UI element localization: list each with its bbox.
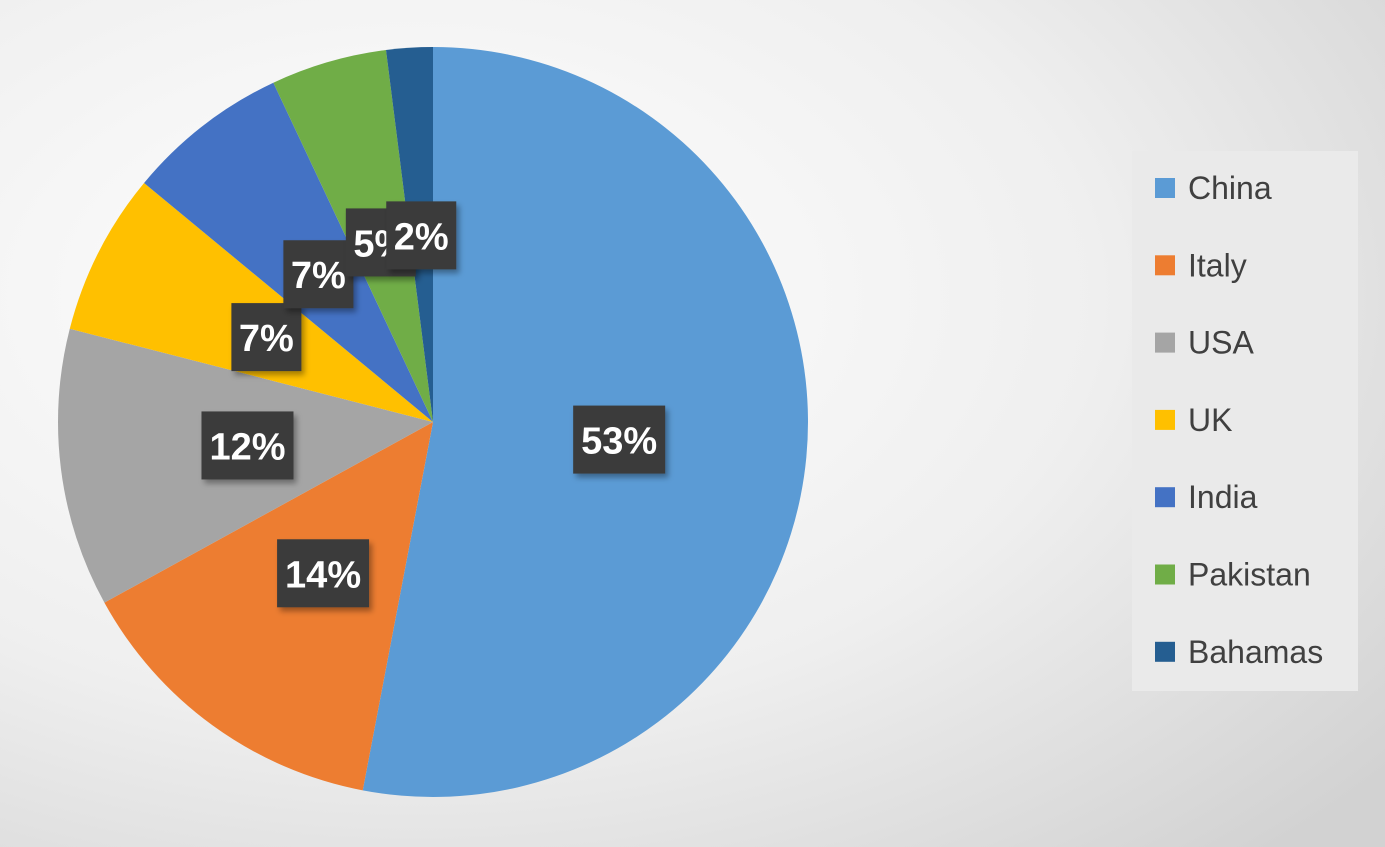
data-label: 7%	[291, 255, 346, 297]
data-label: 14%	[285, 554, 361, 596]
legend-label: Bahamas	[1188, 634, 1323, 670]
legend-label: Pakistan	[1188, 557, 1311, 593]
legend-label: UK	[1188, 402, 1232, 438]
data-label-box	[201, 411, 294, 480]
legend-swatch	[1155, 255, 1175, 276]
legend-swatch	[1155, 178, 1175, 198]
data-label: 7%	[239, 318, 294, 360]
legend-label: India	[1188, 479, 1258, 515]
legend: China Italy USA UK India Pakistan Bahamas	[1155, 170, 1323, 670]
data-labels: 53%14%12%7%7%5%2%	[201, 201, 666, 608]
legend-label: USA	[1188, 325, 1254, 361]
data-label-box	[573, 405, 666, 474]
pie-slice	[104, 422, 433, 791]
legend-swatch	[1155, 409, 1175, 430]
pie-slice	[69, 182, 433, 422]
legend-swatch	[1155, 641, 1175, 662]
data-label-box	[277, 539, 370, 608]
legend-label: China	[1188, 170, 1272, 206]
legend-label: Italy	[1188, 247, 1247, 283]
data-label-box	[231, 303, 302, 372]
data-label: 2%	[394, 216, 449, 258]
pie	[58, 47, 809, 797]
legend-swatch	[1155, 564, 1175, 585]
legend-swatch	[1155, 332, 1175, 353]
legend-swatch	[1155, 487, 1175, 508]
data-label: 12%	[209, 426, 285, 468]
data-label-box	[283, 240, 354, 309]
data-label: 53%	[581, 421, 657, 463]
data-label-box	[386, 201, 457, 270]
